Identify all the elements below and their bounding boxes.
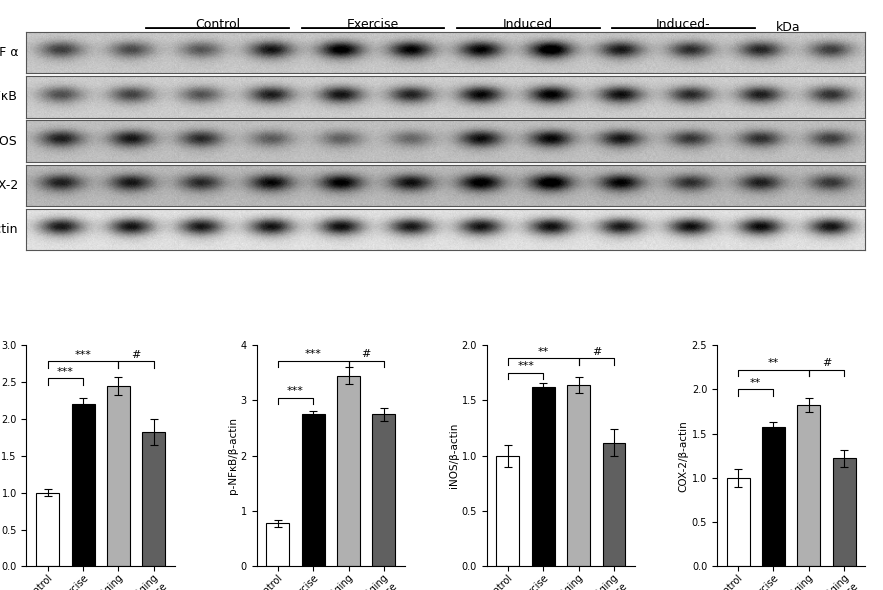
Bar [833, 458, 856, 566]
Bar [532, 387, 555, 566]
Bar [496, 456, 519, 566]
Bar [602, 442, 625, 566]
Text: #: # [361, 349, 371, 359]
Text: **: ** [768, 358, 779, 368]
Text: ***: *** [57, 366, 74, 376]
Y-axis label: COX-2/β-actin: COX-2/β-actin [679, 420, 689, 491]
Text: ***: *** [305, 349, 321, 359]
Text: TNF α: TNF α [0, 46, 18, 59]
Bar [72, 404, 94, 566]
Text: ***: *** [517, 361, 534, 371]
Bar [267, 523, 290, 566]
Text: **: ** [538, 347, 549, 357]
Bar [142, 432, 165, 566]
Bar [36, 493, 59, 566]
Y-axis label: iNOS/β-actin: iNOS/β-actin [449, 423, 459, 489]
Text: β-actin: β-actin [0, 223, 18, 236]
Text: Control: Control [195, 18, 240, 31]
Bar [762, 428, 785, 566]
Text: ***: *** [287, 386, 304, 396]
Bar [567, 385, 590, 566]
Text: Induced-
Aging
+Exercise: Induced- Aging +Exercise [652, 18, 714, 61]
Text: COX-2: COX-2 [0, 179, 18, 192]
Text: #: # [132, 350, 140, 360]
Bar [302, 414, 325, 566]
Bar [373, 414, 396, 566]
Text: kDa: kDa [775, 21, 800, 34]
Bar [337, 376, 360, 566]
Bar [107, 386, 130, 566]
Text: iNOS: iNOS [0, 135, 18, 148]
Y-axis label: p-NFκB/β-actin: p-NFκB/β-actin [228, 417, 238, 494]
Text: #: # [592, 347, 601, 357]
Text: p-NFκB: p-NFκB [0, 90, 18, 103]
Bar [797, 405, 820, 566]
Text: Induced
-Aging: Induced -Aging [502, 18, 553, 46]
Bar [727, 478, 750, 566]
Text: **: ** [751, 378, 761, 388]
Text: ***: *** [74, 350, 92, 360]
Text: #: # [822, 358, 831, 368]
Text: Exercise: Exercise [346, 18, 398, 31]
